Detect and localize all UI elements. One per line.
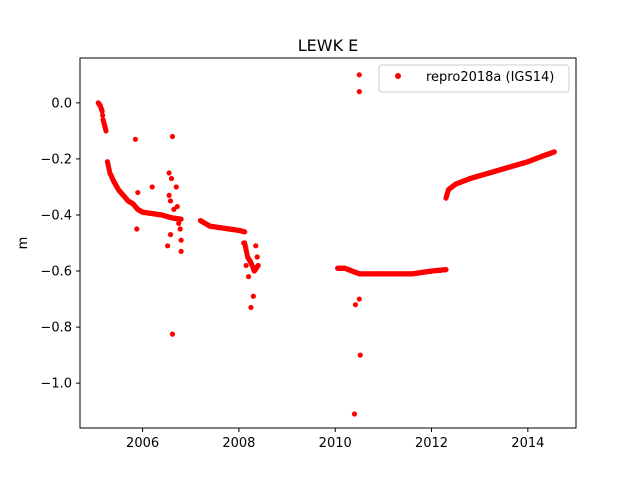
y-tick-label: −0.8 [40, 321, 72, 336]
data-point [173, 184, 179, 190]
data-point [351, 411, 358, 417]
data-point [443, 267, 449, 273]
data-point [255, 262, 261, 269]
legend: repro2018a (IGS14) [378, 64, 570, 93]
data-point [135, 189, 141, 196]
data-point [243, 262, 249, 269]
x-tick-label: 2014 [511, 436, 544, 451]
data-point [132, 136, 138, 142]
data-point [357, 352, 363, 358]
data-point [241, 240, 247, 246]
x-tick-label: 2010 [319, 436, 352, 451]
data-point [356, 72, 362, 78]
x-tick-label: 2008 [222, 436, 255, 451]
y-tick-label: −0.2 [40, 152, 72, 167]
data-point [149, 184, 155, 190]
data-point [248, 304, 254, 311]
data-point [168, 175, 175, 182]
y-tick-label: −0.4 [40, 208, 72, 223]
data-point [177, 226, 183, 232]
data-point [169, 331, 176, 337]
data-point [103, 128, 109, 134]
data-points [95, 72, 557, 417]
data-point [356, 89, 362, 95]
data-point [242, 229, 248, 235]
data-point [134, 226, 140, 232]
data-point [178, 237, 184, 243]
plot-area [79, 57, 577, 429]
y-axis: 0.0 −0.2 −0.4 −0.6 −0.8 −1.0 [40, 96, 80, 392]
x-tick-label: 2006 [126, 436, 159, 451]
data-point [356, 296, 362, 302]
data-point [165, 243, 171, 249]
data-point [99, 108, 105, 114]
data-point [166, 170, 172, 176]
data-point [250, 293, 256, 299]
data-point [174, 203, 180, 210]
data-point [245, 274, 252, 280]
y-tick-label: 0.0 [51, 96, 72, 111]
data-point [253, 243, 259, 249]
data-point [100, 112, 106, 119]
x-tick-label: 2012 [415, 436, 448, 451]
data-point [167, 198, 174, 204]
data-point [169, 133, 176, 140]
data-point [167, 231, 174, 238]
data-point [254, 254, 260, 260]
data-point [176, 220, 182, 226]
data-point [352, 302, 359, 308]
data-point [551, 149, 557, 155]
chart-title: LEWK E [298, 36, 359, 55]
y-tick-label: −1.0 [40, 377, 72, 392]
plot-frame [79, 57, 577, 429]
y-tick-label: −0.6 [40, 265, 72, 280]
data-point [166, 192, 172, 198]
x-axis: 2006 2008 2010 2012 2014 [126, 428, 544, 451]
data-point [178, 216, 184, 222]
legend-label: repro2018a (IGS14) [426, 70, 554, 85]
legend-box [378, 64, 570, 93]
y-axis-label: m [16, 237, 31, 250]
data-point [178, 248, 184, 255]
legend-marker [395, 73, 401, 79]
